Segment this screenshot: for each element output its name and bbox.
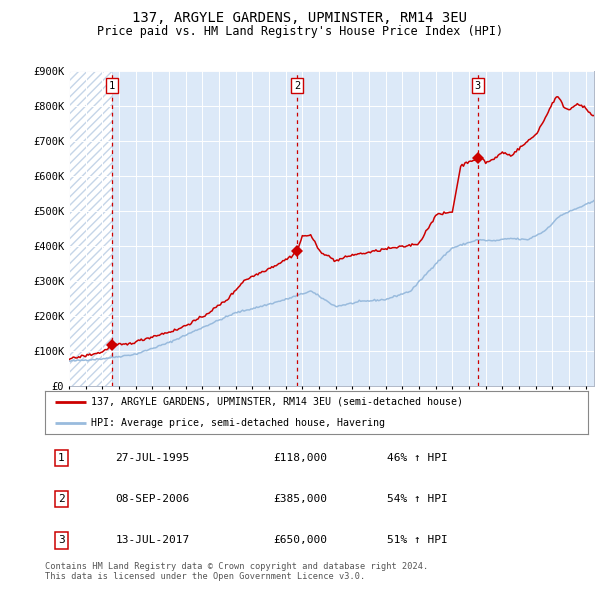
Text: 08-SEP-2006: 08-SEP-2006	[116, 494, 190, 504]
Text: 51% ↑ HPI: 51% ↑ HPI	[387, 536, 448, 545]
Text: 137, ARGYLE GARDENS, UPMINSTER, RM14 3EU: 137, ARGYLE GARDENS, UPMINSTER, RM14 3EU	[133, 11, 467, 25]
Text: £385,000: £385,000	[273, 494, 327, 504]
Text: 46% ↑ HPI: 46% ↑ HPI	[387, 453, 448, 463]
Text: 137, ARGYLE GARDENS, UPMINSTER, RM14 3EU (semi-detached house): 137, ARGYLE GARDENS, UPMINSTER, RM14 3EU…	[91, 397, 463, 407]
Text: 2: 2	[294, 80, 300, 90]
Text: 54% ↑ HPI: 54% ↑ HPI	[387, 494, 448, 504]
Text: 2: 2	[58, 494, 65, 504]
Text: Contains HM Land Registry data © Crown copyright and database right 2024.
This d: Contains HM Land Registry data © Crown c…	[45, 562, 428, 581]
Bar	[69, 71, 112, 386]
Text: 3: 3	[475, 80, 481, 90]
Bar	[69, 71, 112, 386]
Text: 13-JUL-2017: 13-JUL-2017	[116, 536, 190, 545]
Text: 3: 3	[58, 536, 65, 545]
Text: 1: 1	[109, 80, 115, 90]
Text: £650,000: £650,000	[273, 536, 327, 545]
Text: 27-JUL-1995: 27-JUL-1995	[116, 453, 190, 463]
Text: 1: 1	[58, 453, 65, 463]
Text: £118,000: £118,000	[273, 453, 327, 463]
Text: Price paid vs. HM Land Registry's House Price Index (HPI): Price paid vs. HM Land Registry's House …	[97, 25, 503, 38]
Text: HPI: Average price, semi-detached house, Havering: HPI: Average price, semi-detached house,…	[91, 418, 385, 428]
